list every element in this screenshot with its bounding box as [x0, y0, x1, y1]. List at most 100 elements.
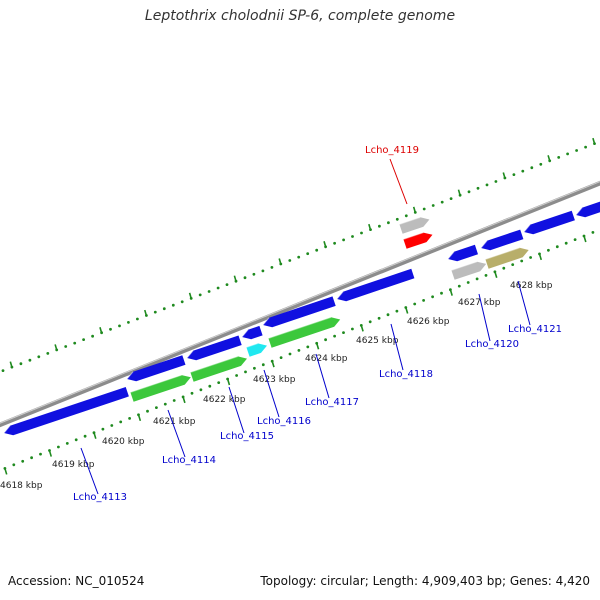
- outer-dot: [378, 224, 381, 228]
- inner-dot: [101, 427, 105, 431]
- gene-arrow-m: [246, 342, 267, 357]
- inner-dot: [208, 384, 212, 388]
- inner-tick: [137, 414, 142, 422]
- outer-dot: [530, 166, 534, 170]
- outer-dot: [225, 283, 229, 286]
- gene-arrow-o-shine: [451, 261, 478, 271]
- inner-dot: [422, 299, 425, 302]
- outer-tick: [188, 292, 192, 299]
- outer-dot: [539, 162, 543, 166]
- outer-dot: [431, 204, 435, 207]
- inner-dot: [547, 248, 550, 252]
- gene-label-lcho_4119: Lcho_4119: [365, 145, 419, 156]
- gene-arrow-a-shine: [3, 425, 11, 434]
- gene-arrow-k: [130, 374, 191, 402]
- inner-tick: [4, 468, 8, 475]
- gene-arrow-o-body: [451, 261, 487, 280]
- outer-dot: [360, 231, 363, 235]
- inner-dot: [377, 316, 381, 320]
- scale-label: 4627 kbp: [458, 298, 501, 308]
- outer-dot: [216, 286, 220, 290]
- inner-dot: [555, 245, 559, 249]
- gene-label-lcho_4118: Lcho_4118: [379, 369, 433, 380]
- scale-label: 4624 kbp: [305, 354, 348, 364]
- inner-dot: [431, 295, 434, 299]
- outer-dot: [449, 197, 453, 201]
- inner-dot: [475, 277, 479, 281]
- outer-tick: [502, 172, 506, 179]
- scale-label: 4628 kbp: [510, 281, 553, 291]
- gene-arrow-g: [447, 244, 478, 262]
- outer-dot: [46, 352, 50, 355]
- inner-dot: [511, 263, 515, 266]
- leader-lcho_4115: [228, 386, 245, 434]
- inner-dot: [529, 256, 532, 259]
- outer-dot: [557, 156, 561, 159]
- scale-label: 4618 kbp: [0, 481, 43, 491]
- outer-dot: [297, 255, 301, 259]
- outer-dot: [575, 149, 578, 152]
- gene-arrow-a: [3, 387, 129, 436]
- gene-arrow-j-body: [576, 201, 600, 218]
- outer-dot: [512, 173, 516, 177]
- gene-arrow-l-shine: [190, 355, 239, 373]
- inner-tick: [226, 378, 231, 386]
- inner-dot: [30, 456, 33, 460]
- inner-dot: [110, 424, 114, 427]
- gene-arrow-r: [403, 232, 433, 249]
- leader-lcho_4119: [389, 158, 408, 205]
- outer-tick: [9, 361, 13, 368]
- outer-tick: [547, 155, 551, 162]
- inner-dot: [21, 459, 25, 463]
- inner-tick: [48, 450, 53, 457]
- inner-dot: [386, 313, 390, 317]
- outer-dot: [64, 345, 68, 348]
- inner-dot: [502, 266, 506, 270]
- inner-dot: [261, 363, 265, 367]
- gene-arrow-r-body: [403, 232, 433, 249]
- scale-label: 4620 kbp: [102, 437, 145, 447]
- outer-dot: [19, 362, 23, 366]
- outer-dot: [351, 235, 354, 238]
- gene-arrow-d: [241, 325, 263, 340]
- gene-label-lcho_4117: Lcho_4117: [305, 397, 359, 408]
- inner-dot: [395, 309, 399, 313]
- outer-dot: [288, 259, 292, 262]
- backbone-highlight: [0, 181, 600, 424]
- inner-dot: [564, 241, 568, 245]
- outer-tick: [368, 223, 372, 230]
- inner-dot: [57, 445, 60, 449]
- gene-arrow-e: [262, 296, 336, 328]
- leader-lcho_4121: [517, 280, 531, 326]
- gene-arrow-c: [186, 335, 242, 361]
- outer-dot: [180, 300, 184, 304]
- outer-dot: [1, 369, 5, 372]
- gene-label-lcho_4114: Lcho_4114: [162, 455, 216, 466]
- scale-label: 4621 kbp: [153, 417, 196, 427]
- outer-dot: [404, 214, 408, 218]
- outer-tick: [412, 206, 417, 213]
- backbone-line: [0, 180, 600, 428]
- inner-tick: [405, 307, 409, 314]
- leader-lcho_4116: [263, 369, 280, 418]
- outer-dot: [494, 180, 498, 183]
- gene-arrow-k-body: [130, 375, 191, 402]
- inner-tick: [360, 325, 364, 332]
- gene-arrow-o: [451, 261, 487, 280]
- inner-dot: [306, 345, 310, 349]
- inner-dot: [119, 420, 123, 424]
- gene-arrow-f-body: [337, 268, 415, 302]
- gene-arrow-h: [480, 229, 524, 251]
- outer-dot: [467, 190, 471, 194]
- gene-arrow-b-shine: [126, 371, 134, 380]
- inner-dot: [65, 442, 69, 445]
- outer-dot: [342, 238, 345, 242]
- outer-tick: [54, 344, 58, 351]
- gene-arrow-l-body: [190, 356, 247, 382]
- gene-arrow-g-shine: [447, 251, 455, 260]
- outer-dot: [387, 221, 390, 225]
- gene-arrow-g-body: [448, 244, 478, 262]
- inner-dot: [163, 402, 167, 406]
- outer-dot: [306, 252, 310, 256]
